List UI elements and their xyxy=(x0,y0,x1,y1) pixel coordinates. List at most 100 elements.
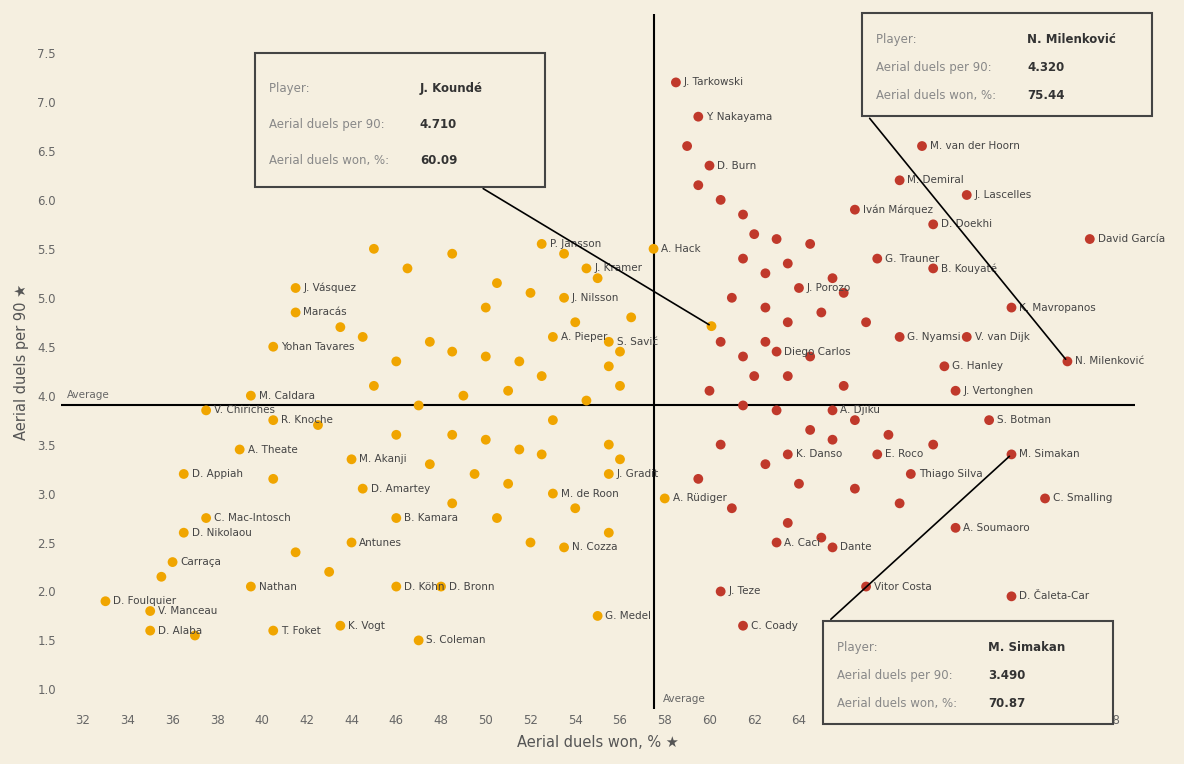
Point xyxy=(264,341,283,353)
Point xyxy=(845,414,864,426)
Text: S. Botman: S. Botman xyxy=(997,415,1051,425)
Text: E. Pinnock: E. Pinnock xyxy=(974,34,1028,44)
Text: D. Bronn: D. Bronn xyxy=(449,581,495,591)
Point xyxy=(287,546,305,558)
X-axis label: Aerial duels won, % ★: Aerial duels won, % ★ xyxy=(516,735,678,750)
Text: J. Vásquez: J. Vásquez xyxy=(303,283,356,293)
Point xyxy=(767,233,786,245)
Point xyxy=(958,189,977,201)
Point xyxy=(141,624,160,636)
Point xyxy=(141,605,160,617)
Point xyxy=(924,219,942,231)
Point xyxy=(734,209,753,221)
Point xyxy=(353,483,372,495)
Point xyxy=(342,453,361,465)
Point xyxy=(342,536,361,549)
Text: V. van Dijk: V. van Dijk xyxy=(974,332,1029,342)
Text: Carraça: Carraça xyxy=(180,557,221,567)
Point xyxy=(734,253,753,265)
Point xyxy=(1002,591,1021,603)
Point xyxy=(778,316,797,329)
Point xyxy=(96,595,115,607)
Text: Aerial duels per 90:: Aerial duels per 90: xyxy=(876,61,996,74)
Point xyxy=(453,390,472,402)
Point xyxy=(577,262,596,274)
Point xyxy=(387,355,406,367)
Point xyxy=(353,331,372,343)
Point xyxy=(410,400,429,412)
Point xyxy=(476,302,495,314)
Text: K. Vogt: K. Vogt xyxy=(348,620,385,631)
Point xyxy=(330,620,349,632)
Point xyxy=(689,179,708,191)
Text: 75.44: 75.44 xyxy=(1028,89,1064,102)
Text: A. Djiku: A. Djiku xyxy=(841,406,881,416)
Point xyxy=(856,316,875,329)
Point xyxy=(734,351,753,363)
Point xyxy=(1002,302,1021,314)
Point xyxy=(979,414,998,426)
Point xyxy=(420,335,439,348)
Point xyxy=(767,536,786,549)
Point xyxy=(835,380,854,392)
Point xyxy=(197,512,215,524)
Point xyxy=(264,414,283,426)
Point xyxy=(1080,233,1099,245)
Point xyxy=(812,532,831,544)
Point xyxy=(510,355,529,367)
Point xyxy=(410,634,429,646)
Point xyxy=(958,331,977,343)
Point xyxy=(745,370,764,382)
Point xyxy=(431,581,450,593)
Text: E. Roco: E. Roco xyxy=(886,449,924,459)
Point xyxy=(644,243,663,255)
Text: 3.490: 3.490 xyxy=(989,669,1025,682)
Text: V. Manceau: V. Manceau xyxy=(157,606,218,616)
Point xyxy=(420,458,439,471)
Y-axis label: Aerial duels per 90 ★: Aerial duels per 90 ★ xyxy=(14,283,28,439)
Point xyxy=(599,360,618,372)
Point xyxy=(197,404,215,416)
Point xyxy=(543,414,562,426)
Text: S. Coleman: S. Coleman xyxy=(426,636,485,646)
Text: S. Savić: S. Savić xyxy=(617,337,658,347)
Point xyxy=(533,238,552,250)
Point xyxy=(599,526,618,539)
Point xyxy=(890,497,909,510)
Text: 70.87: 70.87 xyxy=(989,697,1025,711)
Text: M. van der Hoorn: M. van der Hoorn xyxy=(929,141,1019,151)
Text: R. Knoche: R. Knoche xyxy=(281,415,333,425)
Point xyxy=(790,282,809,294)
Point xyxy=(778,448,797,461)
Point xyxy=(767,404,786,416)
Point xyxy=(465,468,484,480)
Point xyxy=(443,248,462,260)
Text: B. Kouyaté: B. Kouyaté xyxy=(941,263,997,274)
Point xyxy=(577,394,596,406)
Text: D. Amartey: D. Amartey xyxy=(371,484,430,494)
Point xyxy=(700,384,719,397)
Text: Aerial duels won, %:: Aerial duels won, %: xyxy=(837,697,961,711)
Text: M. Akanji: M. Akanji xyxy=(360,455,407,465)
Point xyxy=(230,443,249,455)
Point xyxy=(554,248,573,260)
Point xyxy=(543,331,562,343)
Point xyxy=(387,429,406,441)
Text: Player:: Player: xyxy=(269,82,313,95)
Point xyxy=(521,536,540,549)
Point xyxy=(655,492,674,504)
Text: Maracás: Maracás xyxy=(303,307,347,318)
Point xyxy=(946,522,965,534)
Point xyxy=(677,140,696,152)
Point xyxy=(845,483,864,495)
Point xyxy=(498,478,517,490)
Point xyxy=(755,302,774,314)
Point xyxy=(823,434,842,446)
Point xyxy=(823,272,842,284)
Point xyxy=(554,292,573,304)
Point xyxy=(152,571,170,583)
Text: T. Foket: T. Foket xyxy=(281,626,321,636)
Point xyxy=(611,453,630,465)
Point xyxy=(835,286,854,299)
Point xyxy=(722,502,741,514)
